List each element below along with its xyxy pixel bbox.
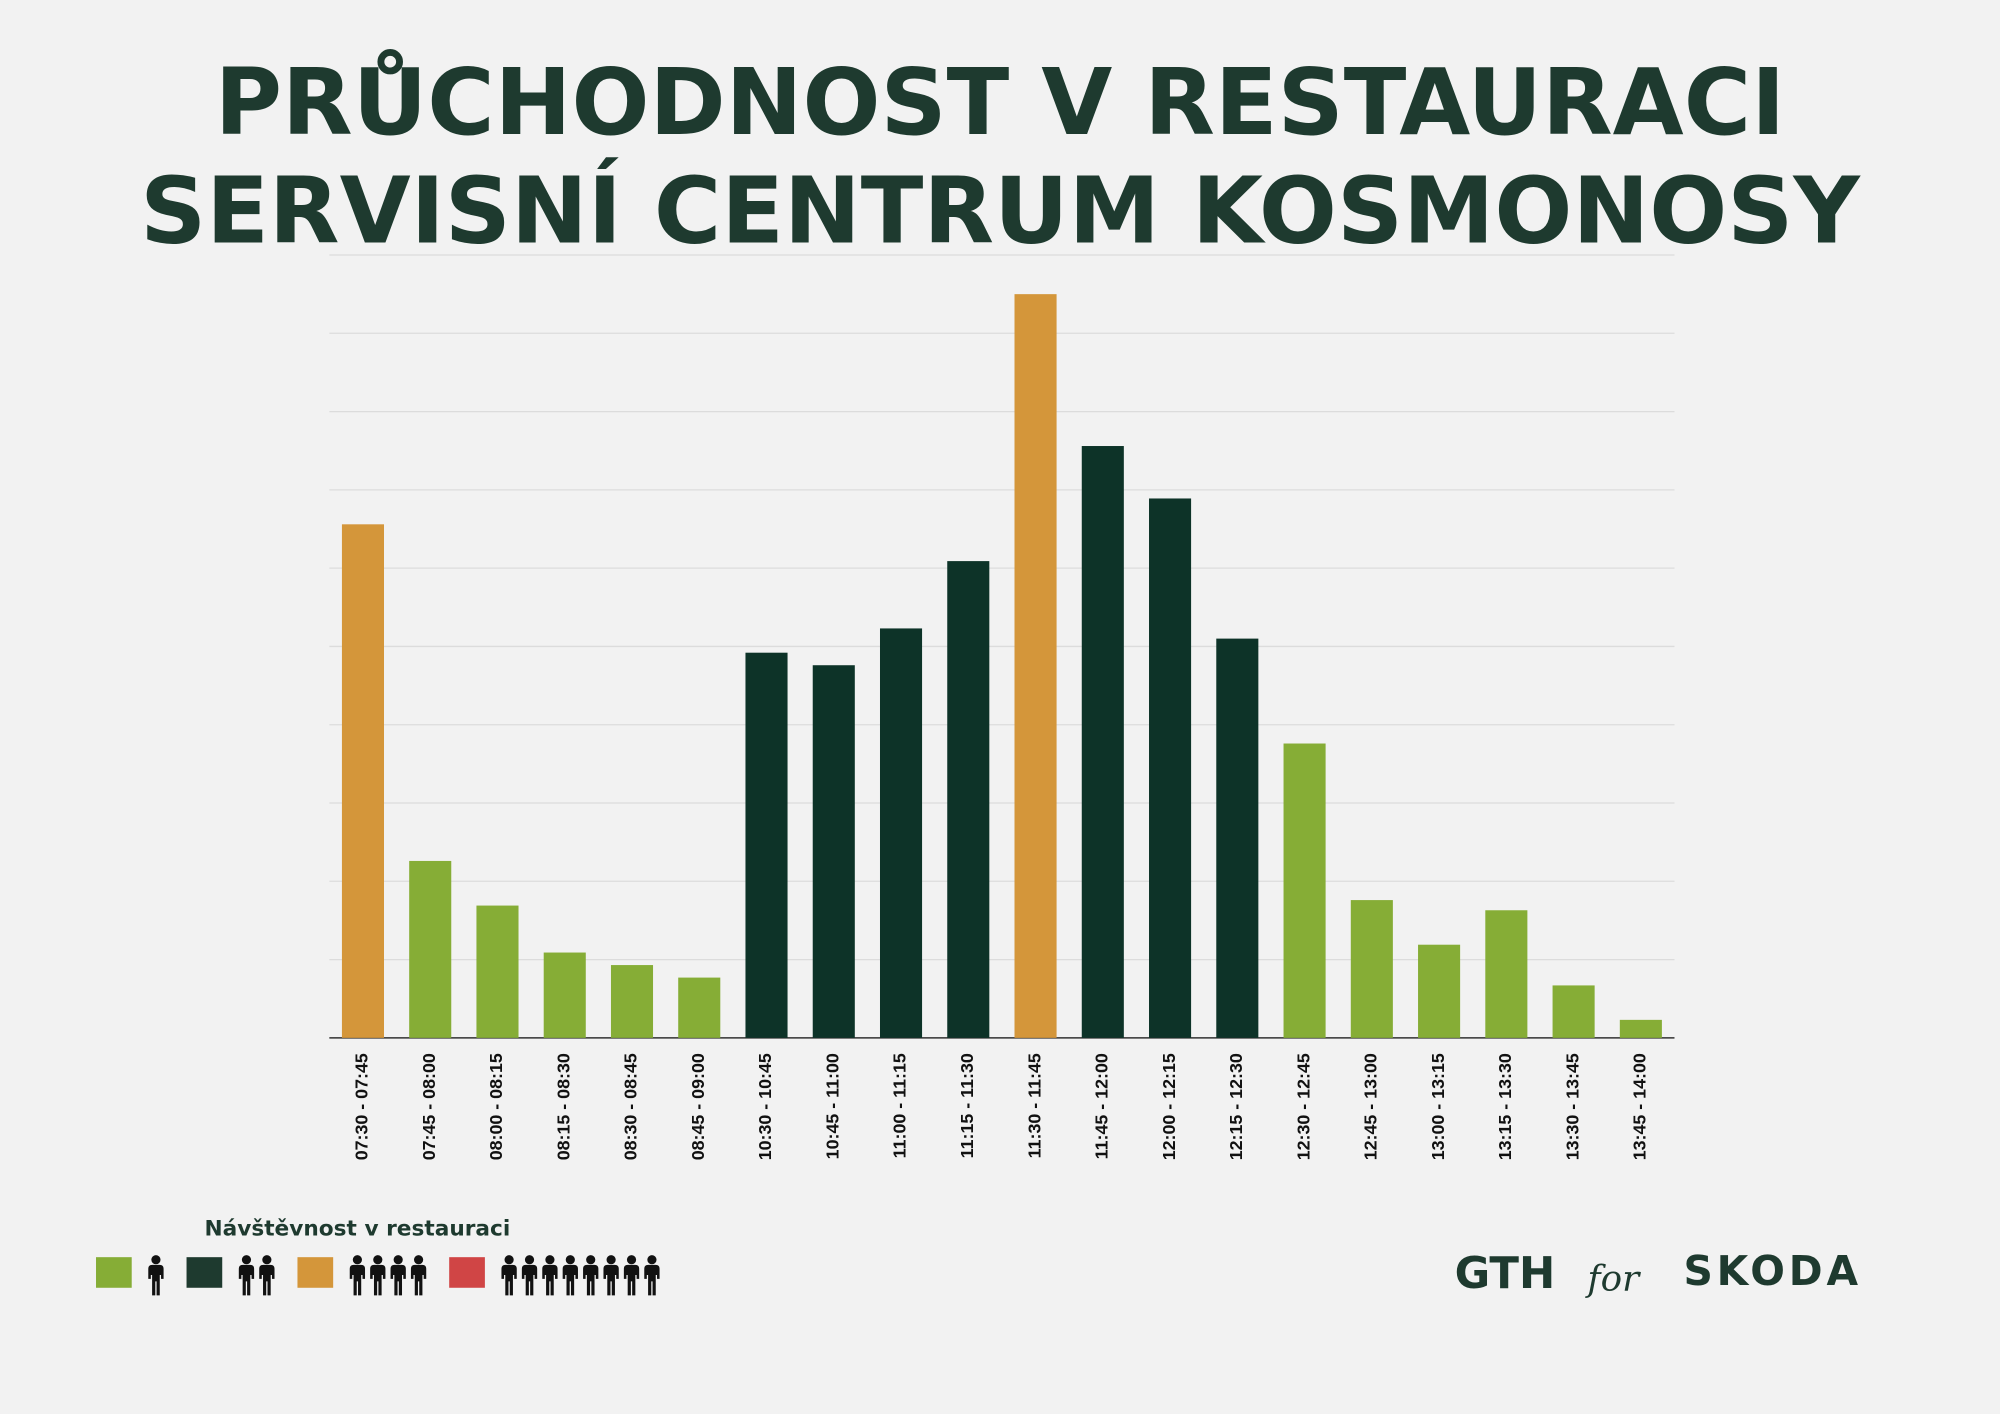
x-tick-label: 08:00 - 08:15 [486, 1053, 506, 1160]
legend-people [349, 1255, 427, 1296]
person-body [501, 1264, 517, 1296]
person-body [562, 1264, 578, 1296]
legend-title: Návštěvnost v restauraci [204, 1216, 510, 1241]
bar [1619, 1019, 1662, 1038]
x-tick-label: 11:30 - 11:45 [1024, 1053, 1044, 1158]
person-body [259, 1264, 275, 1296]
person-head [524, 1255, 535, 1265]
x-tick-label: 12:00 - 12:15 [1159, 1053, 1179, 1160]
bar [1014, 294, 1057, 1038]
logo-skoda: SKODA [1683, 1247, 1861, 1295]
person-body [603, 1264, 619, 1296]
x-tick-label: 12:15 - 12:30 [1226, 1053, 1246, 1160]
bar [879, 628, 923, 1038]
logo-gth: GTH [1455, 1249, 1556, 1299]
x-tick-label: 13:00 - 13:15 [1428, 1053, 1448, 1160]
x-tick-label: 11:15 - 11:30 [957, 1053, 977, 1158]
person-body [148, 1264, 164, 1296]
person-body [644, 1264, 660, 1296]
legend-swatch [449, 1257, 485, 1288]
x-tick-label: 08:30 - 08:45 [621, 1053, 641, 1160]
person-head [241, 1255, 252, 1265]
title-line: PRŮCHODNOST V RESTAURACI [215, 47, 1786, 156]
bar [1418, 944, 1461, 1038]
bar [745, 652, 788, 1038]
person-head [586, 1255, 596, 1265]
bar [947, 561, 990, 1038]
person-head [565, 1255, 575, 1265]
bar [1283, 743, 1326, 1038]
person-head [413, 1255, 424, 1265]
bar [543, 952, 586, 1038]
person-body [521, 1264, 538, 1296]
person-body [583, 1264, 599, 1296]
x-tick-label: 13:15 - 13:30 [1495, 1053, 1515, 1160]
bar [1485, 910, 1528, 1038]
bar [812, 665, 855, 1038]
person-body [390, 1264, 406, 1296]
person-body [542, 1264, 558, 1296]
x-tick-label: 10:30 - 10:45 [755, 1053, 775, 1160]
bar [610, 965, 654, 1038]
bar [678, 977, 721, 1038]
person-body [349, 1264, 366, 1296]
person-head [504, 1255, 514, 1265]
person-body [238, 1264, 255, 1296]
person-head [626, 1255, 637, 1265]
bar [1149, 498, 1192, 1038]
legend-swatch [96, 1257, 132, 1288]
person-head [606, 1255, 616, 1265]
x-tick-label: 08:45 - 09:00 [688, 1053, 708, 1160]
bar [476, 905, 519, 1038]
x-tick-label: 10:45 - 11:00 [822, 1053, 842, 1159]
person-body [410, 1264, 427, 1296]
x-tick-label: 07:45 - 08:00 [419, 1053, 439, 1160]
x-tick-label: 13:30 - 13:45 [1562, 1053, 1582, 1160]
bar [341, 524, 385, 1038]
x-tick-label: 12:30 - 12:45 [1293, 1053, 1313, 1160]
logo-for: for [1584, 1258, 1641, 1299]
person-head [647, 1255, 657, 1265]
title-line: SERVISNÍ CENTRUM KOSMONOSY [140, 156, 1861, 264]
legend-people [148, 1255, 164, 1296]
person-head [352, 1255, 362, 1265]
x-tick-label: 08:15 - 08:30 [553, 1053, 573, 1160]
bar [409, 860, 452, 1038]
person-head [373, 1255, 383, 1265]
bar [1081, 446, 1124, 1038]
person-head [545, 1255, 555, 1265]
legend-swatch [297, 1257, 334, 1288]
x-tick-label: 11:00 - 11:15 [890, 1053, 910, 1158]
bar [1350, 900, 1393, 1038]
x-tick-label: 07:30 - 07:45 [352, 1053, 372, 1160]
x-tick-label: 11:45 - 12:00 [1092, 1053, 1112, 1159]
person-body [623, 1264, 640, 1296]
person-head [393, 1255, 403, 1265]
legend-people [501, 1255, 660, 1296]
bar [1216, 638, 1259, 1038]
person-head [151, 1255, 161, 1265]
bar [1552, 985, 1595, 1038]
legend-swatch [186, 1257, 223, 1288]
person-head [262, 1255, 272, 1265]
x-tick-label: 13:45 - 14:00 [1630, 1053, 1650, 1160]
person-body [370, 1264, 386, 1296]
x-tick-label: 12:45 - 13:00 [1361, 1053, 1381, 1160]
legend-people [238, 1255, 275, 1296]
